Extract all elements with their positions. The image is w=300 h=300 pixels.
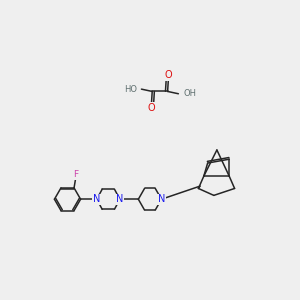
Text: N: N bbox=[93, 194, 100, 204]
Text: OH: OH bbox=[183, 89, 196, 98]
Text: F: F bbox=[73, 170, 78, 179]
Text: O: O bbox=[148, 103, 155, 112]
Text: N: N bbox=[158, 194, 165, 204]
Text: HO: HO bbox=[124, 85, 137, 94]
Text: O: O bbox=[165, 70, 172, 80]
Text: N: N bbox=[116, 194, 124, 204]
